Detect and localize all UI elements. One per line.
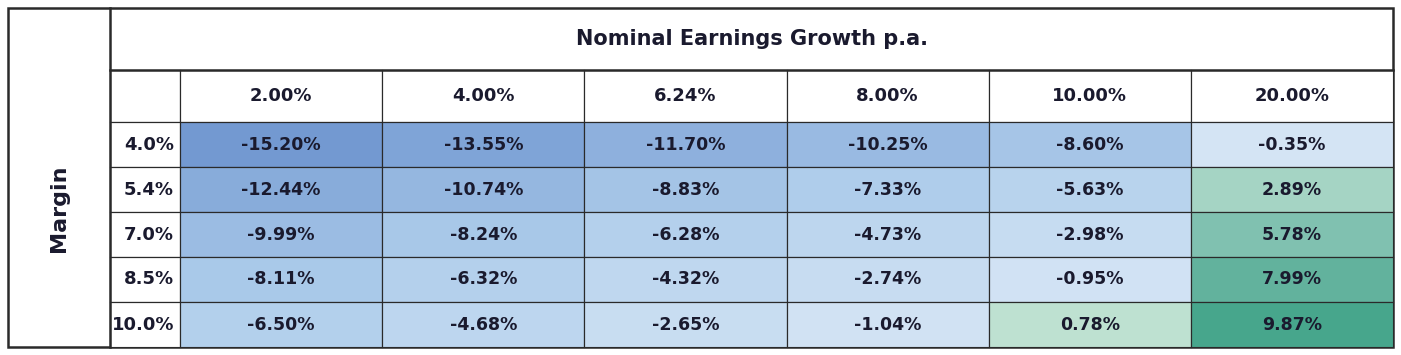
Text: 6.24%: 6.24% <box>654 87 717 105</box>
Bar <box>989 167 1191 212</box>
Text: 5.4%: 5.4% <box>125 180 174 198</box>
Text: -8.83%: -8.83% <box>651 180 719 198</box>
Text: -2.74%: -2.74% <box>855 271 922 289</box>
Text: -4.73%: -4.73% <box>855 225 920 244</box>
Text: 8.00%: 8.00% <box>856 87 919 105</box>
Bar <box>179 167 382 212</box>
Text: -10.74%: -10.74% <box>444 180 523 198</box>
Text: -7.33%: -7.33% <box>855 180 920 198</box>
Bar <box>1191 122 1393 167</box>
Text: -4.32%: -4.32% <box>651 271 719 289</box>
Text: -6.50%: -6.50% <box>248 316 315 333</box>
Text: 20.00%: 20.00% <box>1254 87 1330 105</box>
Text: 10.0%: 10.0% <box>112 316 174 333</box>
Text: 2.00%: 2.00% <box>249 87 312 105</box>
Text: -1.04%: -1.04% <box>853 316 922 333</box>
Text: 10.00%: 10.00% <box>1052 87 1128 105</box>
Text: -4.68%: -4.68% <box>450 316 517 333</box>
Bar <box>111 302 179 347</box>
Bar <box>382 167 584 212</box>
Bar <box>1191 167 1393 212</box>
Bar <box>989 302 1191 347</box>
Text: Nominal Earnings Growth p.a.: Nominal Earnings Growth p.a. <box>576 29 927 49</box>
Bar <box>111 167 179 212</box>
Text: -11.70%: -11.70% <box>646 136 726 153</box>
Text: -8.24%: -8.24% <box>450 225 517 244</box>
Text: 4.00%: 4.00% <box>453 87 514 105</box>
Bar <box>111 257 179 302</box>
Text: 9.87%: 9.87% <box>1262 316 1323 333</box>
Text: Margin: Margin <box>49 165 69 252</box>
Bar <box>1191 212 1393 257</box>
Text: -10.25%: -10.25% <box>848 136 927 153</box>
Bar <box>382 212 584 257</box>
Bar <box>1191 70 1393 122</box>
Text: -15.20%: -15.20% <box>241 136 321 153</box>
Text: -6.28%: -6.28% <box>651 225 719 244</box>
Bar <box>1191 302 1393 347</box>
Text: -0.35%: -0.35% <box>1258 136 1325 153</box>
Bar <box>584 257 786 302</box>
Text: -0.95%: -0.95% <box>1056 271 1124 289</box>
Bar <box>989 122 1191 167</box>
Bar <box>382 302 584 347</box>
Bar <box>584 167 786 212</box>
Bar <box>989 257 1191 302</box>
Bar <box>786 212 989 257</box>
Bar <box>382 257 584 302</box>
Bar <box>989 212 1191 257</box>
Bar <box>989 70 1191 122</box>
Text: -13.55%: -13.55% <box>444 136 523 153</box>
Text: 8.5%: 8.5% <box>123 271 174 289</box>
Bar <box>584 212 786 257</box>
Text: -8.11%: -8.11% <box>248 271 315 289</box>
Text: -8.60%: -8.60% <box>1056 136 1124 153</box>
Bar <box>786 70 989 122</box>
Text: 0.78%: 0.78% <box>1059 316 1119 333</box>
Text: -6.32%: -6.32% <box>450 271 517 289</box>
Text: -9.99%: -9.99% <box>248 225 315 244</box>
Bar <box>111 212 179 257</box>
Bar <box>179 122 382 167</box>
Bar <box>179 302 382 347</box>
Bar <box>786 122 989 167</box>
Bar <box>584 302 786 347</box>
Bar <box>111 70 179 122</box>
Bar <box>584 122 786 167</box>
Text: 5.78%: 5.78% <box>1262 225 1323 244</box>
Text: 4.0%: 4.0% <box>125 136 174 153</box>
Bar <box>1191 257 1393 302</box>
Text: -2.98%: -2.98% <box>1056 225 1124 244</box>
Text: 2.89%: 2.89% <box>1262 180 1323 198</box>
Text: 7.99%: 7.99% <box>1262 271 1323 289</box>
Text: -12.44%: -12.44% <box>241 180 321 198</box>
Bar <box>111 122 179 167</box>
Bar <box>584 70 786 122</box>
Bar <box>382 70 584 122</box>
Bar <box>382 122 584 167</box>
Bar <box>786 302 989 347</box>
Text: -5.63%: -5.63% <box>1056 180 1124 198</box>
Bar <box>179 70 382 122</box>
Text: -2.65%: -2.65% <box>651 316 719 333</box>
Bar <box>786 257 989 302</box>
Bar <box>786 167 989 212</box>
Bar <box>179 212 382 257</box>
Text: 7.0%: 7.0% <box>125 225 174 244</box>
Bar <box>179 257 382 302</box>
